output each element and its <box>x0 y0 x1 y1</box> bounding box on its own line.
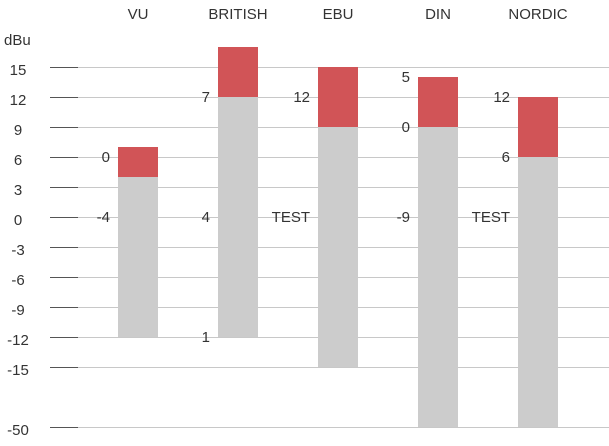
meter-bar-peak <box>518 97 558 157</box>
meter-scale-label: -9 <box>397 209 410 226</box>
meter-scale-label: 1 <box>202 329 210 346</box>
y-tick-label: 15 <box>10 62 27 79</box>
category-label: VU <box>128 6 149 23</box>
y-tick-label: 0 <box>14 212 22 229</box>
category-label: EBU <box>323 6 354 23</box>
meter-bar-peak <box>318 67 358 127</box>
y-tick-label: -9 <box>11 302 24 319</box>
meter-scale-label: 12 <box>293 89 310 106</box>
y-tick-label: -50 <box>7 422 29 439</box>
meter-scale-label: TEST <box>272 209 310 226</box>
meter-bar-base <box>118 177 158 337</box>
y-tick-label: 9 <box>14 122 22 139</box>
meter-scale-label: 12 <box>493 89 510 106</box>
meter-bar-base <box>318 127 358 367</box>
y-axis-unit-label: dBu <box>4 32 31 49</box>
y-tick-label: -6 <box>11 272 24 289</box>
category-label: BRITISH <box>208 6 267 23</box>
meter-scale-label: TEST <box>472 209 510 226</box>
category-label: NORDIC <box>508 6 567 23</box>
meter-bar-base <box>418 127 458 427</box>
meter-scale-label: 7 <box>202 89 210 106</box>
category-label: DIN <box>425 6 451 23</box>
y-tick-label: 3 <box>14 182 22 199</box>
y-tick-label: -15 <box>7 362 29 379</box>
meter-scale-label: 5 <box>402 69 410 86</box>
meter-scale-label: -4 <box>97 209 110 226</box>
meter-bar-base <box>518 157 558 427</box>
meter-scale-label: 0 <box>102 149 110 166</box>
meter-scale-label: 0 <box>402 119 410 136</box>
meter-bar-peak <box>418 77 458 127</box>
meter-bar-base <box>218 97 258 337</box>
y-tick-label: 12 <box>10 92 27 109</box>
meter-bar-peak <box>218 47 258 97</box>
meter-bar-peak <box>118 147 158 177</box>
y-tick-label: 6 <box>14 152 22 169</box>
meter-scale-label: 6 <box>502 149 510 166</box>
y-tick-label: -12 <box>7 332 29 349</box>
y-tick-label: -3 <box>11 242 24 259</box>
meter-scale-label: 4 <box>202 209 210 226</box>
